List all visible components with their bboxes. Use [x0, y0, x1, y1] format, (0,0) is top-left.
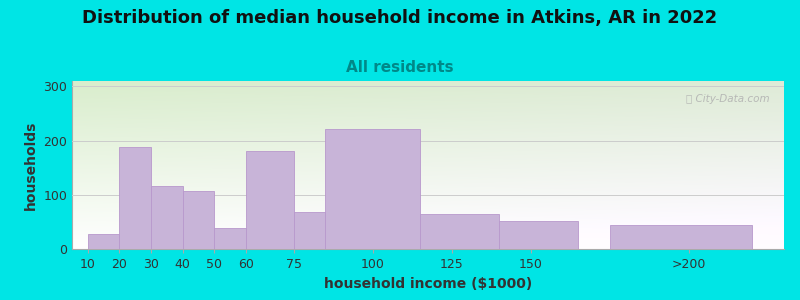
Bar	[499, 221, 578, 249]
Bar	[246, 152, 294, 249]
Bar	[420, 214, 499, 249]
Y-axis label: households: households	[24, 120, 38, 210]
Bar	[214, 228, 246, 249]
Bar	[325, 129, 420, 249]
Bar	[151, 186, 182, 249]
Text: Distribution of median household income in Atkins, AR in 2022: Distribution of median household income …	[82, 9, 718, 27]
Bar	[294, 212, 325, 249]
Bar	[610, 225, 752, 249]
Bar	[119, 147, 151, 249]
Bar	[182, 191, 214, 249]
Text: Ⓢ City-Data.com: Ⓢ City-Data.com	[686, 94, 770, 104]
Text: All residents: All residents	[346, 60, 454, 75]
X-axis label: household income ($1000): household income ($1000)	[324, 277, 532, 291]
Bar	[88, 234, 119, 249]
